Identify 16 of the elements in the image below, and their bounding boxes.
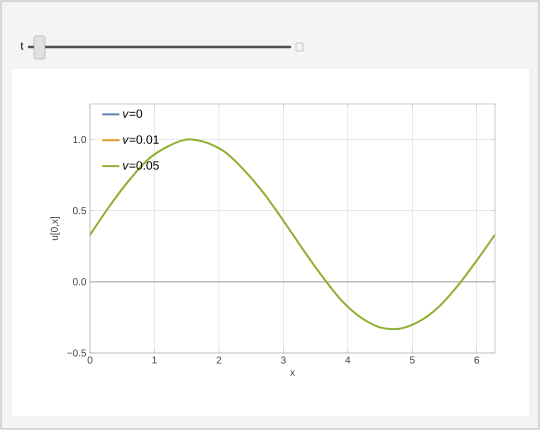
x-tick-label: 1 — [152, 356, 157, 364]
legend-label: v=0 — [123, 109, 142, 118]
x-tick-label: 0 — [88, 356, 92, 364]
y-tick-label: 0.5 — [72, 207, 86, 214]
x-tick-label: 5 — [410, 356, 415, 364]
x-axis-title: x — [290, 370, 295, 376]
x-tick-label: 3 — [280, 356, 286, 364]
y-tick-label: −0.5 — [67, 349, 86, 357]
x-tick-label: 2 — [216, 356, 222, 364]
legend-label: v=0.01 — [123, 135, 159, 144]
x-tick-label: 4 — [345, 356, 350, 364]
y-tick-label: 1.0 — [73, 136, 86, 144]
y-tick-label: 0.0 — [72, 278, 86, 286]
text: t — [20, 42, 24, 50]
x-tick-label: 6 — [474, 356, 480, 364]
y-axis-title: u[0,x] — [50, 216, 60, 240]
